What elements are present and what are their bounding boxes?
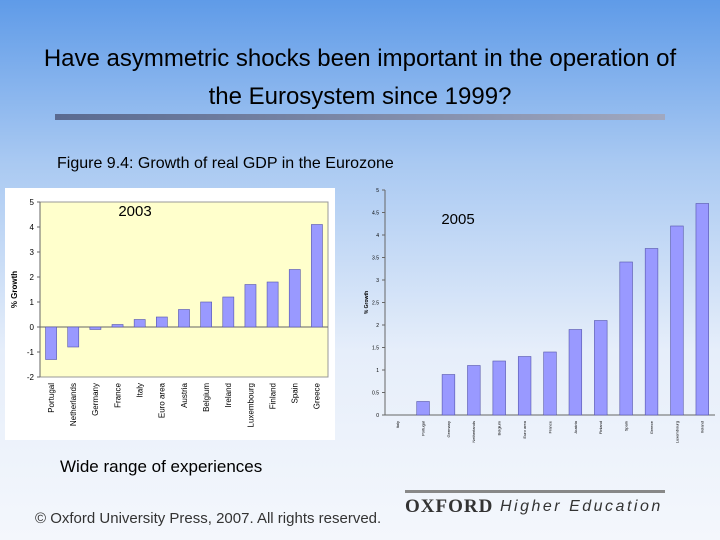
y-tick-label: 0	[376, 413, 379, 419]
y-tick-label: 1	[30, 298, 35, 307]
y-tick-label: -1	[27, 348, 35, 357]
x-tick-label: Netherlands	[69, 383, 78, 426]
bar	[695, 203, 709, 416]
y-tick-label: 0.5	[372, 390, 379, 396]
bar	[441, 374, 456, 416]
x-tick-label: Ireland	[700, 421, 705, 433]
bar	[568, 329, 583, 416]
bar	[670, 225, 684, 416]
x-tick-label: Portugal	[47, 383, 56, 413]
figure-caption: Figure 9.4: Growth of real GDP in the Eu…	[57, 155, 394, 172]
y-tick-label: 4	[376, 233, 379, 239]
bar	[543, 351, 557, 416]
copyright: © Oxford University Press, 2007. All rig…	[35, 510, 382, 527]
y-tick-label: 3	[30, 248, 35, 257]
footer-rule	[405, 490, 665, 493]
y-tick-label: 1.5	[372, 345, 379, 351]
x-tick-label: Luxembourg	[674, 421, 679, 443]
x-tick-label: Belgium	[202, 383, 211, 412]
x-tick-label: France	[547, 420, 552, 433]
x-tick-label: Austria	[573, 420, 578, 433]
bar	[45, 326, 57, 360]
note: Wide range of experiences	[60, 457, 263, 476]
chart-title: 2005	[441, 211, 474, 228]
bar	[133, 319, 146, 328]
x-tick-label: Euro area	[158, 382, 167, 418]
bar	[311, 224, 323, 328]
bar	[111, 324, 124, 328]
x-tick-label: Portugal	[420, 421, 425, 436]
x-tick-label: Finland	[598, 421, 603, 434]
x-tick-label: Ireland	[224, 383, 233, 407]
y-tick-label: 5	[30, 198, 35, 207]
x-tick-label: Greece	[649, 420, 654, 434]
bar	[492, 360, 506, 416]
bar	[89, 326, 102, 330]
x-tick-label: Netherlands	[471, 421, 476, 443]
bar	[594, 320, 608, 416]
bar	[178, 309, 190, 328]
brand-sub: Higher Education	[500, 498, 663, 515]
x-tick-label: Euro area	[522, 420, 527, 438]
brand: OXFORD	[405, 496, 494, 517]
x-tick-label: Spain	[291, 383, 300, 403]
x-tick-label: Germany	[446, 421, 451, 437]
bar	[67, 326, 80, 348]
bar	[266, 281, 279, 328]
x-tick-label: Italy	[395, 421, 400, 428]
bar	[222, 296, 235, 328]
bar	[517, 356, 532, 416]
x-tick-label: France	[113, 382, 122, 407]
y-tick-label: 1	[376, 368, 379, 374]
y-tick-label: -2	[27, 373, 35, 382]
y-tick-label: 2.5	[372, 300, 379, 306]
y-tick-label: 4.5	[372, 210, 379, 216]
y-tick-label: 5	[376, 188, 379, 194]
x-tick-label: Finland	[268, 383, 277, 409]
bar	[244, 284, 257, 328]
x-tick-label: Greece	[313, 382, 322, 409]
y-tick-label: 2	[30, 273, 35, 282]
x-tick-label: Luxembourg	[246, 383, 255, 427]
chart-title: 2003	[118, 203, 151, 220]
y-tick-label: 4	[30, 223, 35, 232]
x-tick-label: Belgium	[497, 420, 502, 435]
bar	[467, 365, 481, 416]
bar	[200, 301, 212, 328]
x-tick-label: Austria	[180, 382, 189, 407]
bar	[288, 269, 301, 328]
plot-area	[39, 201, 329, 378]
y-tick-label: 3.5	[372, 255, 379, 261]
x-tick-label: Germany	[91, 383, 100, 416]
bar	[619, 261, 633, 416]
bar	[644, 248, 659, 416]
y-tick-label: 3	[376, 278, 379, 284]
x-tick-label: Italy	[135, 383, 144, 398]
y-axis-label: % Growth	[364, 291, 370, 314]
y-axis-label: % Growth	[10, 271, 19, 308]
y-tick-label: 2	[376, 323, 379, 329]
title-rule	[55, 114, 665, 120]
bar	[156, 316, 168, 328]
y-tick-label: 0	[30, 323, 35, 332]
slide-title: Have asymmetric shocks been important in…	[43, 45, 677, 110]
bar	[416, 401, 430, 416]
x-tick-label: Spain	[624, 421, 629, 431]
